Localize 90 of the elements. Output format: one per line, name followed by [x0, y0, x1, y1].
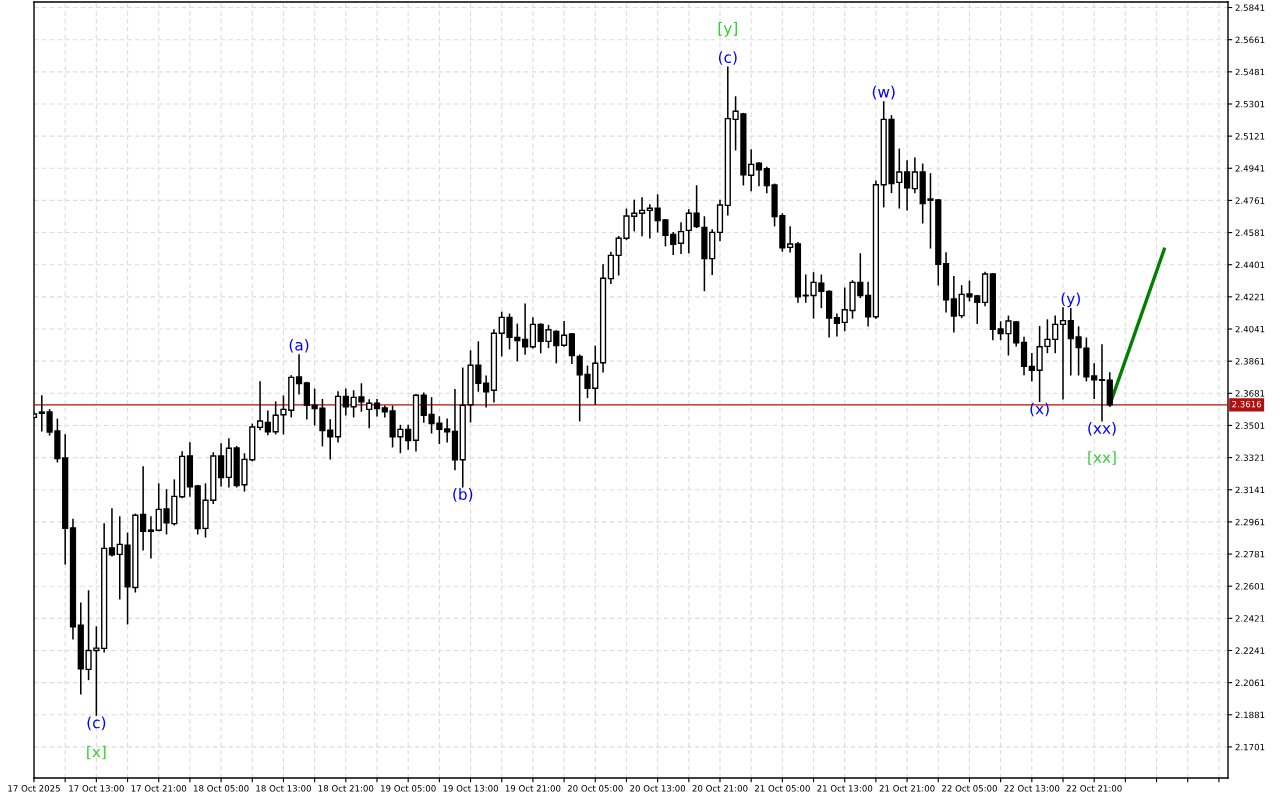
candlestick	[560, 320, 568, 347]
y-tick-label: 2.4941	[1235, 165, 1265, 172]
y-tick-label: 2.2601	[1235, 583, 1265, 590]
x-tick-label: 17 Oct 2025	[8, 785, 60, 792]
candlestick	[342, 388, 349, 416]
x-tick-label: 18 Oct 21:00	[318, 785, 374, 792]
ref-line-label: 2.3616	[1232, 400, 1262, 408]
x-tick-label: 18 Oct 05:00	[193, 785, 249, 792]
annotation: (w)	[872, 85, 895, 100]
y-tick-label: 2.4581	[1235, 229, 1265, 236]
candlestick	[677, 222, 685, 255]
x-tick-label: 21 Oct 05:00	[754, 785, 810, 792]
candlestick	[405, 424, 412, 450]
annotation: (b)	[453, 488, 473, 502]
x-tick-label: 22 Oct 21:00	[1066, 785, 1122, 792]
candlestick	[303, 381, 310, 420]
y-tick-label: 2.3861	[1235, 358, 1265, 365]
y-tick-label: 2.2241	[1235, 647, 1265, 654]
y-tick-label: 2.1701	[1235, 743, 1265, 751]
y-tick-label: 2.2961	[1235, 518, 1265, 526]
y-tick-label: 2.3141	[1235, 486, 1265, 494]
annotation: (y)	[1061, 292, 1080, 308]
candlestick	[529, 317, 537, 349]
candlestick	[108, 508, 116, 557]
candlestick	[646, 204, 653, 239]
candlestick	[903, 160, 911, 211]
candlestick	[864, 281, 872, 327]
candlestick	[483, 375, 490, 408]
x-tick-label: 21 Oct 13:00	[817, 785, 873, 792]
y-tick-label: 2.5301	[1235, 100, 1265, 108]
x-tick-label: 20 Oct 13:00	[630, 785, 686, 792]
candlestick	[1098, 344, 1106, 422]
candlestick	[748, 149, 755, 192]
annotation: (x)	[1030, 402, 1049, 417]
candlestick	[1091, 363, 1098, 400]
candlestick	[147, 516, 155, 559]
candlestick	[217, 443, 225, 487]
candlestick	[833, 313, 841, 337]
candlestick	[787, 226, 794, 253]
candlestick	[568, 332, 575, 365]
x-tick-label: 17 Oct 21:00	[131, 785, 187, 792]
y-tick-label: 2.4401	[1235, 261, 1265, 269]
x-tick-label: 17 Oct 13:00	[69, 785, 124, 792]
candlestick	[256, 381, 264, 431]
y-tick-label: 2.5481	[1235, 68, 1265, 76]
y-tick-label: 2.4761	[1235, 197, 1265, 204]
x-tick-label: 20 Oct 05:00	[567, 785, 623, 792]
y-tick-label: 2.2421	[1235, 615, 1265, 622]
x-tick-label: 19 Oct 13:00	[443, 785, 499, 792]
candlestick	[522, 303, 529, 355]
candlestick	[373, 398, 381, 417]
candlestick	[638, 197, 646, 237]
x-tick-label: 21 Oct 21:00	[879, 785, 935, 792]
y-tick-label: 2.5841	[1235, 4, 1265, 11]
annotation: (a)	[289, 338, 309, 353]
candlestick	[295, 354, 303, 395]
candlestick	[140, 466, 147, 551]
y-tick-label: 2.5661	[1235, 36, 1265, 44]
y-tick-label: 2.3321	[1235, 454, 1265, 461]
candlestick	[607, 251, 614, 285]
x-tick-label: 22 Oct 05:00	[942, 785, 997, 792]
annotation: [xx]	[1088, 451, 1116, 465]
annotation: (xx)	[1088, 422, 1116, 436]
candlestick	[272, 401, 279, 435]
x-tick-label: 19 Oct 05:00	[381, 785, 436, 792]
candlestick	[950, 275, 957, 333]
y-tick-label: 2.1881	[1235, 711, 1265, 719]
annotation: (c)	[718, 51, 737, 65]
candlestick	[1059, 307, 1067, 400]
y-tick-label: 2.4221	[1235, 293, 1265, 301]
candlestick	[264, 410, 271, 436]
y-tick-label: 2.3501	[1235, 422, 1265, 429]
x-tick-label: 20 Oct 21:00	[692, 785, 748, 792]
annotation: (c)	[87, 716, 106, 731]
y-tick-label: 2.4041	[1235, 325, 1265, 333]
x-tick-label: 19 Oct 21:00	[505, 785, 561, 792]
candlestick	[911, 157, 918, 194]
candlestick	[693, 185, 700, 229]
y-tick-label: 2.5121	[1235, 133, 1265, 140]
y-tick-label: 2.2781	[1235, 550, 1265, 558]
annotation: [y]	[718, 22, 737, 37]
y-tick-label: 2.3681	[1235, 390, 1265, 397]
y-tick-label: 2.2061	[1235, 679, 1265, 687]
candlestick	[444, 418, 451, 443]
x-tick-label: 18 Oct 13:00	[256, 785, 311, 792]
candlestick	[1020, 336, 1028, 376]
candlestick	[685, 209, 692, 254]
candlestick	[366, 399, 373, 429]
x-tick-label: 22 Oct 13:00	[1004, 785, 1060, 792]
annotation: [x]	[87, 745, 106, 760]
